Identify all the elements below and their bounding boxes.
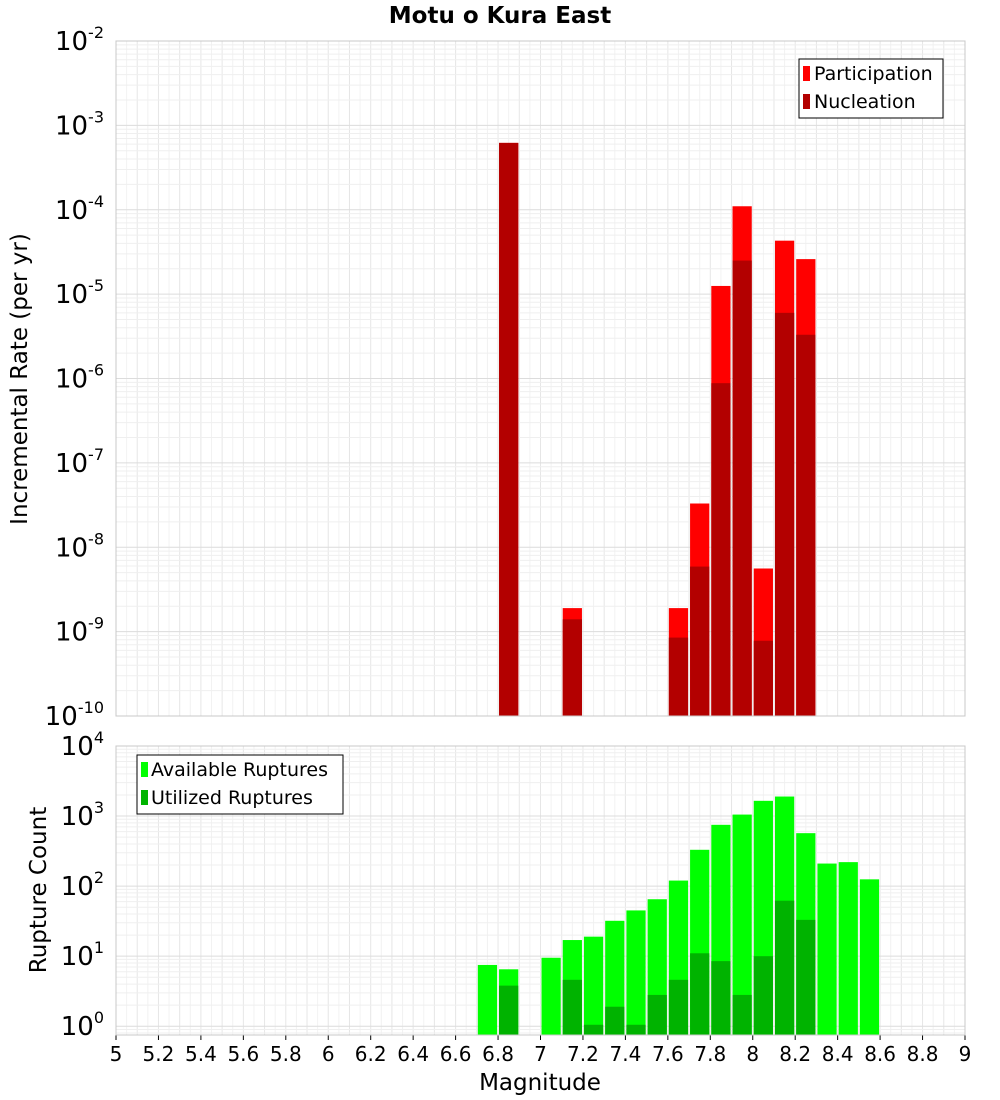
top-bar-nucleation [690, 566, 710, 716]
x-tick-label: 5.4 [185, 1042, 217, 1066]
top-bar-nucleation [796, 334, 816, 716]
bottom-legend-box [136, 754, 344, 815]
bottom-bar-utilized-ruptures [626, 1024, 646, 1035]
legend-swatch-participation [803, 66, 810, 81]
legend-label-available: Available Ruptures [151, 759, 328, 781]
x-tick-label: 7.8 [694, 1042, 726, 1066]
bottom-bar-utilized-ruptures [711, 961, 731, 1035]
x-tick-label: 6 [322, 1042, 335, 1066]
top-y-ticks: 10-2 10-3 10-4 10-5 10-6 10-7 10-8 10-9 10-10 [45, 23, 104, 732]
bottom-bar-utilized-ruptures [499, 985, 519, 1035]
bottom-bar-utilized-ruptures [605, 1006, 625, 1035]
top-bar-nucleation [562, 619, 582, 716]
bottom-y-tick-label: 103 [61, 798, 104, 832]
bottom-y-tick-label: 104 [61, 728, 104, 762]
top-bar-nucleation [774, 312, 795, 716]
x-tick-label: 8.2 [779, 1042, 811, 1066]
bottom-bar-utilized-ruptures [647, 994, 667, 1035]
top-y-tick-label: 10-6 [55, 361, 104, 395]
x-tick-label: 7.4 [609, 1042, 641, 1066]
bottom-bar-available-ruptures [859, 879, 880, 1035]
x-tick-label: 5.8 [270, 1042, 302, 1066]
bottom-bar-utilized-ruptures [583, 1024, 604, 1035]
bottom-bar-utilized-ruptures [753, 956, 773, 1035]
legend-swatch-nucleation [803, 94, 810, 109]
legend-swatch-utilized [141, 790, 148, 805]
bottom-y-axis-label: Rupture Count [26, 807, 52, 973]
top-plot-border [115, 40, 966, 717]
bottom-bar-utilized-ruptures [732, 994, 752, 1035]
top-bar-nucleation [499, 142, 519, 716]
bottom-bar-available-ruptures [605, 920, 625, 1035]
top-y-tick-label: 10-2 [55, 23, 104, 57]
top-y-tick-label: 10-8 [55, 529, 104, 563]
bottom-bar-available-ruptures [477, 964, 498, 1035]
bottom-legend: Available Ruptures Utilized Ruptures [136, 754, 344, 815]
bottom-y-tick-label: 102 [61, 868, 104, 902]
bottom-bar-utilized-ruptures [690, 953, 710, 1035]
top-bars [499, 142, 816, 717]
x-tick-label: 6.4 [397, 1042, 429, 1066]
bottom-bar-utilized-ruptures [774, 900, 795, 1035]
bottom-bar-available-ruptures [732, 814, 752, 1035]
x-tick-label: 7 [534, 1042, 547, 1066]
bottom-bar-available-ruptures [817, 863, 837, 1035]
x-tick-label: 8.8 [907, 1042, 939, 1066]
bottom-bar-available-ruptures [541, 957, 561, 1035]
top-bar-nucleation [732, 260, 752, 716]
x-tick-label: 5 [110, 1042, 123, 1066]
top-bar-nucleation [668, 637, 689, 716]
bottom-bar-available-ruptures [838, 862, 858, 1035]
chart-title: Motu o Kura East [389, 3, 611, 29]
x-tick-label: 8.4 [822, 1042, 854, 1066]
top-bar-nucleation [753, 640, 773, 716]
top-y-axis-label: Incremental Rate (per yr) [7, 233, 33, 525]
top-legend-box [798, 58, 944, 119]
bottom-bar-utilized-ruptures [562, 979, 582, 1035]
top-y-tick-label: 10-3 [55, 107, 104, 141]
bottom-y-tick-label: 101 [61, 938, 104, 972]
legend-label-nucleation: Nucleation [814, 91, 916, 113]
legend-label-utilized: Utilized Ruptures [151, 787, 313, 809]
x-ticks: 5 5.2 5.4 5.6 5.8 6 6.2 6.4 6.6 6.8 7 7.2 7.4 7.6 7.8 8… [110, 1035, 972, 1066]
top-plot: 10-2 10-3 10-4 10-5 10-6 10-7 10-8 10-9 10-10 Pa… [7, 23, 966, 732]
x-tick-label: 6.2 [355, 1042, 387, 1066]
x-tick-label: 7.6 [652, 1042, 684, 1066]
x-tick-label: 7.2 [567, 1042, 599, 1066]
legend-label-participation: Participation [814, 63, 933, 85]
x-tick-label: 5.2 [143, 1042, 175, 1066]
top-y-tick-label: 10-5 [55, 276, 104, 310]
top-y-tick-label: 10-4 [55, 192, 104, 226]
top-legend: Participation Nucleation [798, 58, 944, 119]
x-tick-label: 6.6 [440, 1042, 472, 1066]
x-axis-label: Magnitude [479, 1070, 601, 1096]
bottom-plot-border [115, 745, 966, 1036]
bottom-bar-utilized-ruptures [796, 919, 816, 1035]
x-tick-label: 5.6 [227, 1042, 259, 1066]
bottom-y-ticks: 104 103 102 101 100 [61, 728, 104, 1042]
x-tick-label: 9 [959, 1042, 972, 1066]
x-tick-label: 6.8 [482, 1042, 514, 1066]
top-y-tick-label: 10-10 [45, 698, 104, 732]
bottom-bar-utilized-ruptures [668, 979, 689, 1035]
top-bar-nucleation [711, 383, 731, 716]
bottom-bars [477, 796, 880, 1035]
top-y-tick-label: 10-9 [55, 614, 104, 648]
legend-swatch-available [141, 762, 148, 777]
bottom-bar-available-ruptures [583, 936, 604, 1035]
bottom-bar-available-ruptures [626, 910, 646, 1035]
x-tick-label: 8.6 [864, 1042, 896, 1066]
top-grid [115, 40, 966, 717]
bottom-plot: 104 103 102 101 100 5 5.2 5.4 5.6 5.8 6 6.2 6.4 6.6 6… [26, 728, 971, 1096]
x-tick-label: 8 [746, 1042, 759, 1066]
bottom-y-tick-label: 100 [61, 1008, 104, 1042]
top-y-tick-label: 10-7 [55, 445, 104, 479]
